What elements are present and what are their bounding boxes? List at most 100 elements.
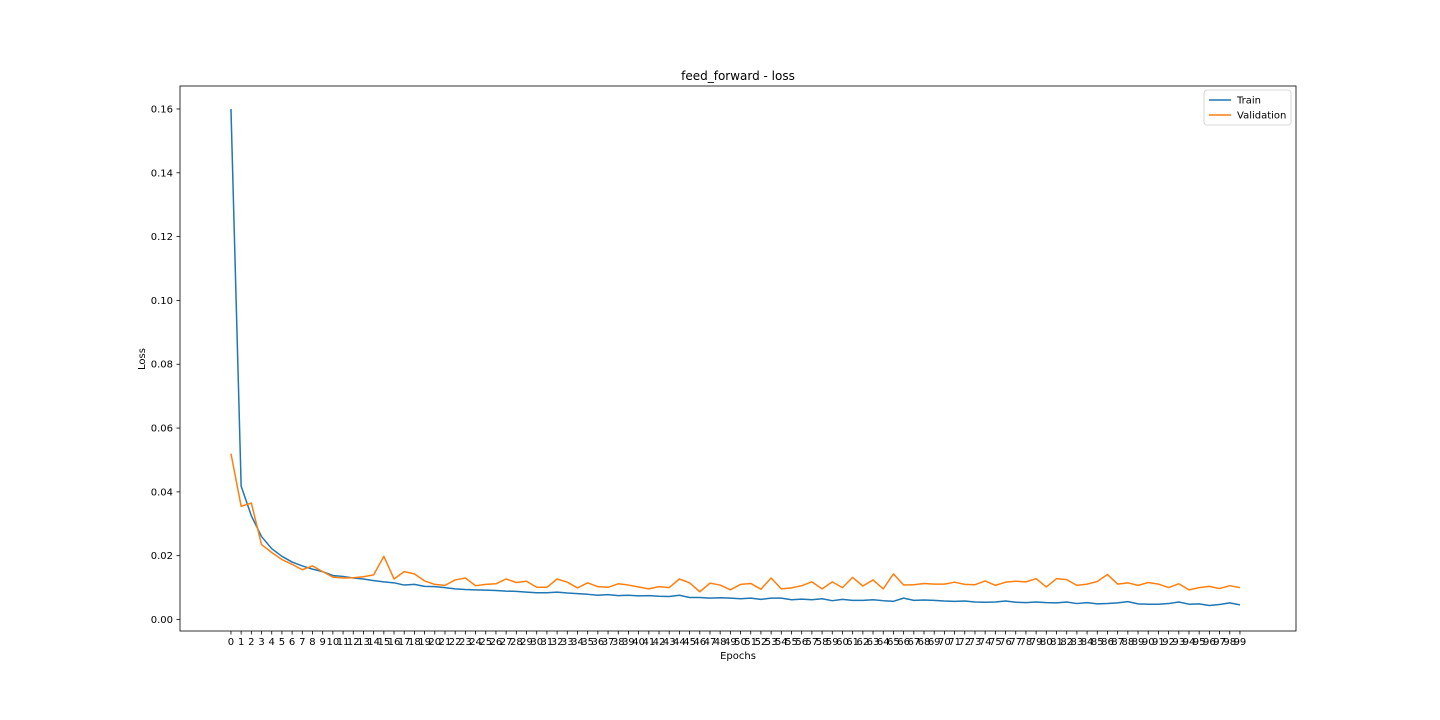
x-tick-label: 28 — [510, 637, 523, 648]
x-tick-label: 81 — [1050, 637, 1063, 648]
x-tick-label: 56 — [795, 637, 808, 648]
x-tick-label: 30 — [530, 637, 543, 648]
x-tick-label: 41 — [642, 637, 655, 648]
x-tick-label: 68 — [918, 637, 931, 648]
x-tick-label: 58 — [816, 637, 829, 648]
y-tick-label: 0.14 — [151, 168, 173, 179]
x-tick-label: 23 — [459, 637, 472, 648]
x-tick-label: 12 — [347, 637, 360, 648]
x-tick-label: 59 — [826, 637, 839, 648]
series-line-validation — [230, 453, 1241, 593]
x-tick-label: 97 — [1213, 637, 1226, 648]
x-tick-label: 11 — [337, 637, 350, 648]
x-tick-label: 39 — [622, 637, 635, 648]
x-tick-label: 96 — [1203, 637, 1216, 648]
y-axis: 0.00 0.02 0.04 0.06 0.08 0.10 0.12 0.14 0.16 — [151, 104, 180, 626]
x-tick-label: 14 — [367, 637, 380, 648]
x-tick-label: 2 — [248, 637, 254, 648]
x-tick-label: 84 — [1081, 637, 1094, 648]
x-tick-label: 91 — [1152, 637, 1165, 648]
x-tick-label: 36 — [591, 637, 604, 648]
y-axis-label: Loss — [137, 348, 148, 370]
x-tick-label: 31 — [541, 637, 554, 648]
x-tick-label: 4 — [269, 637, 275, 648]
x-tick-label: 82 — [1060, 637, 1073, 648]
x-tick-label: 48 — [714, 637, 727, 648]
x-tick-label: 92 — [1162, 637, 1175, 648]
x-tick-label: 32 — [551, 637, 564, 648]
x-tick-label: 29 — [520, 637, 533, 648]
x-axis: 0 1 2 3 4 5 6 7 8 9 101112131415161718192021222324… — [228, 631, 1247, 648]
x-tick-label: 13 — [357, 637, 370, 648]
x-tick-label: 74 — [979, 637, 992, 648]
x-tick-label: 15 — [377, 637, 390, 648]
x-tick-label: 40 — [632, 637, 645, 648]
x-tick-label: 17 — [398, 637, 411, 648]
x-tick-label: 50 — [734, 637, 747, 648]
x-tick-label: 5 — [279, 637, 285, 648]
x-tick-label: 25 — [479, 637, 492, 648]
x-tick-label: 98 — [1223, 637, 1236, 648]
x-tick-label: 1 — [238, 637, 244, 648]
x-tick-label: 77 — [1009, 637, 1022, 648]
x-tick-label: 65 — [887, 637, 900, 648]
x-tick-label: 79 — [1030, 637, 1043, 648]
x-tick-label: 85 — [1091, 637, 1104, 648]
x-tick-label: 62 — [856, 637, 869, 648]
x-tick-label: 43 — [663, 637, 676, 648]
x-tick-label: 35 — [581, 637, 594, 648]
series-line-train — [230, 108, 1241, 607]
x-tick-label: 24 — [469, 637, 482, 648]
x-tick-label: 95 — [1193, 637, 1206, 648]
x-tick-label: 22 — [449, 637, 462, 648]
x-tick-label: 63 — [867, 637, 880, 648]
y-tick-label: 0.16 — [151, 104, 173, 115]
x-tick-label: 3 — [258, 637, 264, 648]
x-tick-label: 38 — [612, 637, 625, 648]
x-tick-label: 76 — [999, 637, 1012, 648]
x-tick-label: 71 — [948, 637, 961, 648]
legend-label-validation: Validation — [1237, 111, 1286, 122]
x-axis-label: Epochs — [720, 651, 756, 662]
plot-frame — [179, 85, 1297, 632]
x-tick-label: 37 — [602, 637, 615, 648]
x-tick-label: 33 — [561, 637, 574, 648]
y-tick-label: 0.12 — [151, 232, 173, 243]
x-tick-label: 26 — [490, 637, 503, 648]
x-tick-label: 99 — [1234, 637, 1247, 648]
x-tick-label: 93 — [1172, 637, 1185, 648]
x-tick-label: 57 — [806, 637, 819, 648]
x-tick-label: 55 — [785, 637, 798, 648]
plot-area: 0 1 2 3 4 5 6 7 8 9 101112131415161718192021222324… — [151, 85, 1297, 648]
x-tick-label: 6 — [289, 637, 295, 648]
y-tick-label: 0.10 — [151, 296, 173, 307]
x-tick-label: 75 — [989, 637, 1002, 648]
x-tick-label: 46 — [693, 637, 706, 648]
x-tick-label: 89 — [1132, 637, 1145, 648]
x-tick-label: 94 — [1183, 637, 1196, 648]
x-tick-label: 27 — [500, 637, 513, 648]
x-tick-label: 20 — [428, 637, 441, 648]
x-tick-label: 73 — [969, 637, 982, 648]
x-tick-label: 52 — [755, 637, 768, 648]
x-tick-label: 87 — [1111, 637, 1124, 648]
x-tick-label: 53 — [765, 637, 778, 648]
x-tick-label: 47 — [704, 637, 717, 648]
x-tick-label: 90 — [1142, 637, 1155, 648]
legend-label-train: Train — [1236, 96, 1261, 107]
x-tick-label: 16 — [388, 637, 401, 648]
x-tick-label: 60 — [836, 637, 849, 648]
legend: Train Validation — [1203, 89, 1292, 126]
x-tick-label: 44 — [673, 637, 686, 648]
x-tick-label: 8 — [309, 637, 315, 648]
x-tick-label: 88 — [1121, 637, 1134, 648]
x-tick-label: 49 — [724, 637, 737, 648]
x-tick-label: 72 — [958, 637, 971, 648]
y-tick-label: 0.08 — [151, 360, 173, 371]
x-tick-label: 78 — [1020, 637, 1033, 648]
series-lines — [230, 108, 1241, 607]
x-tick-label: 9 — [319, 637, 325, 648]
x-tick-label: 45 — [683, 637, 696, 648]
